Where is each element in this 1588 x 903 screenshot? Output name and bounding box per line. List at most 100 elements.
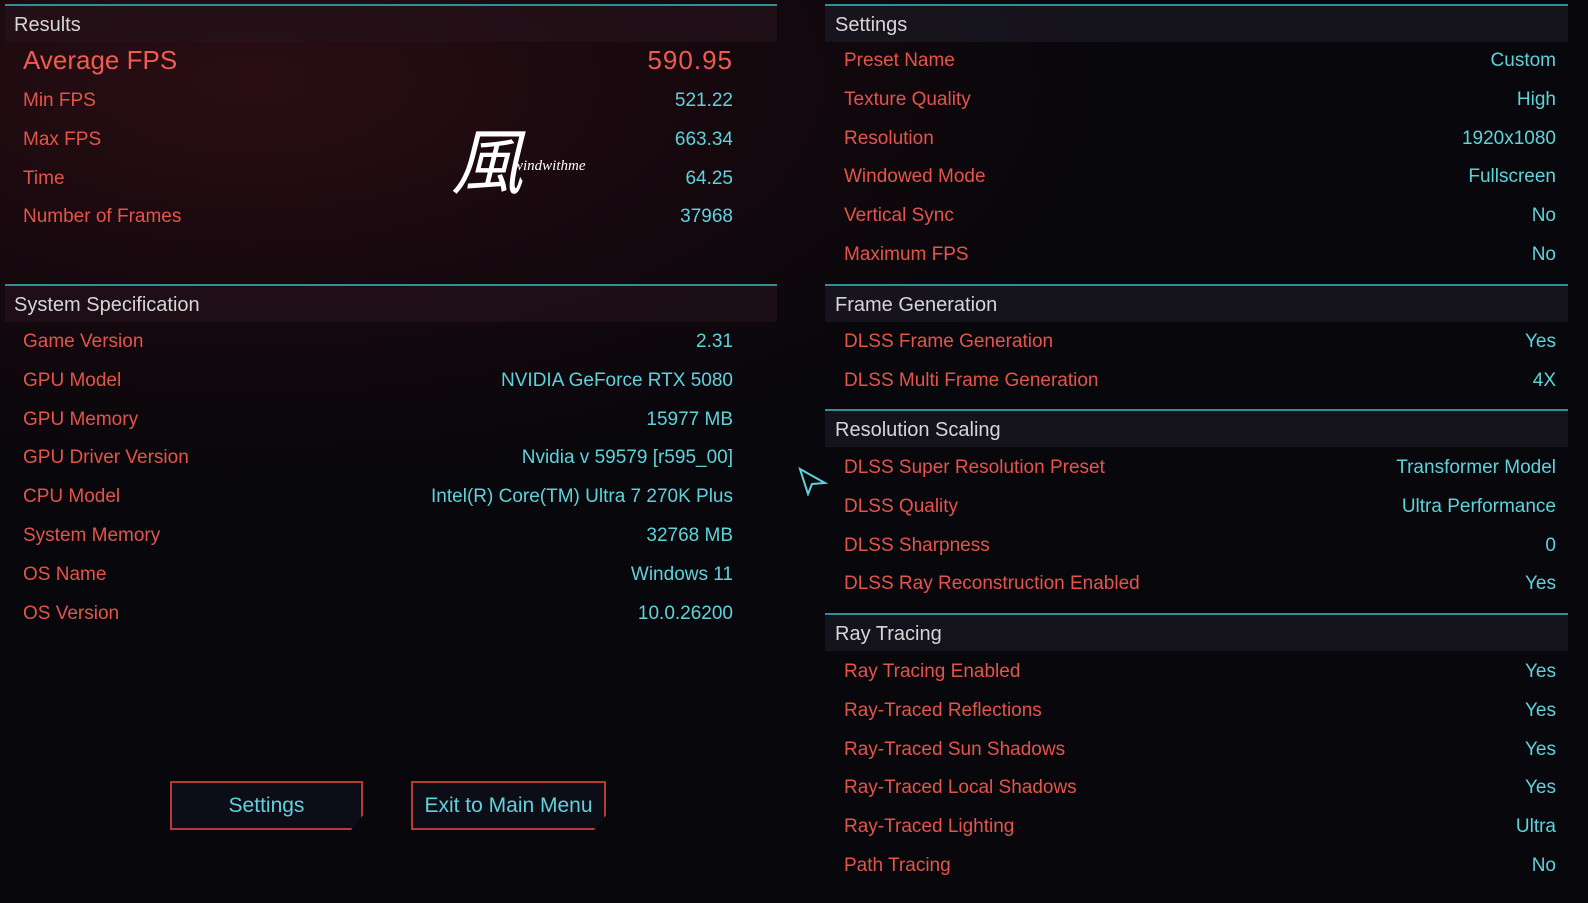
min-fps-row: Min FPS 521.22 <box>23 86 733 116</box>
gpu-model-row: GPU Model NVIDIA GeForce RTX 5080 <box>23 366 733 396</box>
average-fps-label: Average FPS <box>23 44 178 75</box>
dlss-multi-frame-generation-label: DLSS Multi Frame Generation <box>844 369 1099 391</box>
texture-quality-value: High <box>1516 88 1556 110</box>
os-version-row: OS Version 10.0.26200 <box>23 599 733 629</box>
frame-generation-header: Frame Generation <box>825 284 1568 322</box>
ray-tracing-enabled-value: Yes <box>1525 661 1556 682</box>
system-spec-header: System Specification <box>5 284 777 322</box>
dlss-frame-generation-value: Yes <box>1525 331 1556 352</box>
cpu-model-label: CPU Model <box>23 486 121 508</box>
ray-tracing-enabled-row: Ray Tracing Enabled Yes <box>844 657 1556 687</box>
average-fps-row: Average FPS 590.95 <box>23 45 733 75</box>
os-name-value: Windows 11 <box>630 563 733 585</box>
ray-traced-reflections-row: Ray-Traced Reflections Yes <box>844 696 1556 726</box>
dlss-ray-reconstruction-enabled-row: DLSS Ray Reconstruction Enabled Yes <box>844 569 1556 599</box>
gpu-model-value: NVIDIA GeForce RTX 5080 <box>501 369 733 391</box>
exit-to-main-menu-button[interactable]: Exit to Main Menu <box>411 781 606 830</box>
path-tracing-label: Path Tracing <box>844 855 951 876</box>
dlss-quality-row: DLSS Quality Ultra Performance <box>844 492 1556 522</box>
gpu-driver-version-value: Nvidia v 59579 [r595_00] <box>521 447 733 469</box>
preset-name-row: Preset Name Custom <box>844 46 1556 76</box>
dlss-super-resolution-preset-row: DLSS Super Resolution Preset Transformer … <box>844 453 1556 483</box>
settings-button[interactable]: Settings <box>170 781 363 830</box>
ray-traced-local-shadows-label: Ray-Traced Local Shadows <box>844 777 1077 799</box>
max-fps-label: Max FPS <box>23 128 102 150</box>
windowed-mode-label: Windowed Mode <box>844 166 986 188</box>
dlss-quality-label: DLSS Quality <box>844 495 959 517</box>
number-of-frames-value: 37968 <box>680 206 733 228</box>
max-fps-row: Max FPS 663.34 <box>23 125 733 155</box>
dlss-frame-generation-row: DLSS Frame Generation Yes <box>844 327 1556 357</box>
game-version-label: Game Version <box>23 331 144 352</box>
resolution-row: Resolution 1920x1080 <box>844 124 1556 154</box>
watermark-glyph: 風 <box>451 121 524 205</box>
dlss-super-resolution-preset-label: DLSS Super Resolution Preset <box>844 457 1105 478</box>
gpu-memory-row: GPU Memory 15977 MB <box>23 405 733 435</box>
dlss-super-resolution-preset-value: Transformer Model <box>1396 457 1556 478</box>
ray-traced-local-shadows-value: Yes <box>1525 777 1556 799</box>
dlss-sharpness-row: DLSS Sharpness 0 <box>844 531 1556 561</box>
system-memory-value: 32768 MB <box>646 525 733 546</box>
maximum-fps-value: No <box>1531 244 1556 265</box>
ray-traced-reflections-value: Yes <box>1525 699 1556 721</box>
ray-traced-lighting-value: Ultra <box>1515 816 1556 838</box>
number-of-frames-row: Number of Frames 37968 <box>23 202 733 232</box>
preset-name-label: Preset Name <box>844 50 955 71</box>
dlss-multi-frame-generation-row: DLSS Multi Frame Generation 4X <box>844 366 1556 396</box>
dlss-quality-value: Ultra Performance <box>1401 495 1556 517</box>
resolution-scaling-header: Resolution Scaling <box>825 409 1568 447</box>
texture-quality-label: Texture Quality <box>844 88 971 110</box>
dlss-sharpness-value: 0 <box>1545 534 1556 556</box>
path-tracing-row: Path Tracing No <box>844 851 1556 881</box>
ray-traced-reflections-label: Ray-Traced Reflections <box>844 699 1042 721</box>
dlss-frame-generation-label: DLSS Frame Generation <box>844 331 1054 352</box>
ray-traced-lighting-row: Ray-Traced Lighting Ultra <box>844 812 1556 842</box>
ray-traced-sun-shadows-label: Ray-Traced Sun Shadows <box>844 738 1066 760</box>
game-version-row: Game Version 2.31 <box>23 327 733 357</box>
windowed-mode-row: Windowed Mode Fullscreen <box>844 162 1556 192</box>
ray-traced-sun-shadows-row: Ray-Traced Sun Shadows Yes <box>844 735 1556 765</box>
windowed-mode-value: Fullscreen <box>1468 166 1556 188</box>
results-header: Results <box>5 4 777 42</box>
number-of-frames-label: Number of Frames <box>23 206 182 228</box>
texture-quality-row: Texture Quality High <box>844 85 1556 115</box>
gpu-memory-label: GPU Memory <box>23 408 139 430</box>
ray-traced-sun-shadows-value: Yes <box>1525 738 1556 760</box>
gpu-driver-version-row: GPU Driver Version Nvidia v 59579 [r595_0… <box>23 443 733 473</box>
settings-header: Settings <box>825 4 1568 42</box>
min-fps-label: Min FPS <box>23 90 96 111</box>
game-version-value: 2.31 <box>696 331 733 352</box>
time-row: Time 64.25 <box>23 164 733 194</box>
ray-traced-local-shadows-row: Ray-Traced Local Shadows Yes <box>844 773 1556 803</box>
os-version-label: OS Version <box>23 602 120 624</box>
time-value: 64.25 <box>685 167 733 189</box>
right-panel: Settings Frame Generation Resolution Sca… <box>825 0 1568 903</box>
max-fps-value: 663.34 <box>674 128 733 150</box>
vertical-sync-row: Vertical Sync No <box>844 201 1556 231</box>
cpu-model-row: CPU Model Intel(R) Core(TM) Ultra 7 270K … <box>23 482 733 512</box>
preset-name-value: Custom <box>1490 50 1556 71</box>
gpu-driver-version-label: GPU Driver Version <box>23 447 189 469</box>
system-memory-row: System Memory 32768 MB <box>23 521 733 551</box>
average-fps-value: 590.95 <box>647 44 733 75</box>
dlss-multi-frame-generation-value: 4X <box>1532 369 1556 391</box>
os-name-row: OS Name Windows 11 <box>23 560 733 590</box>
vertical-sync-value: No <box>1531 205 1556 227</box>
maximum-fps-row: Maximum FPS No <box>844 240 1556 270</box>
ray-traced-lighting-label: Ray-Traced Lighting <box>844 816 1015 838</box>
ray-tracing-header: Ray Tracing <box>825 613 1568 651</box>
dlss-ray-reconstruction-enabled-label: DLSS Ray Reconstruction Enabled <box>844 573 1140 595</box>
system-memory-label: System Memory <box>23 525 161 546</box>
gpu-model-label: GPU Model <box>23 369 122 391</box>
gpu-memory-value: 15977 MB <box>646 408 733 430</box>
path-tracing-value: No <box>1531 855 1556 876</box>
dlss-sharpness-label: DLSS Sharpness <box>844 534 990 556</box>
min-fps-value: 521.22 <box>674 90 733 111</box>
os-name-label: OS Name <box>23 563 107 585</box>
watermark-text: windwithme <box>513 158 586 174</box>
pointer-arrow-icon <box>798 466 828 496</box>
os-version-value: 10.0.26200 <box>637 602 733 624</box>
resolution-label: Resolution <box>844 127 934 149</box>
watermark-logo: 風 windwithme <box>451 118 586 208</box>
left-panel: Results Average FPS 590.95 System Specif… <box>5 0 777 903</box>
